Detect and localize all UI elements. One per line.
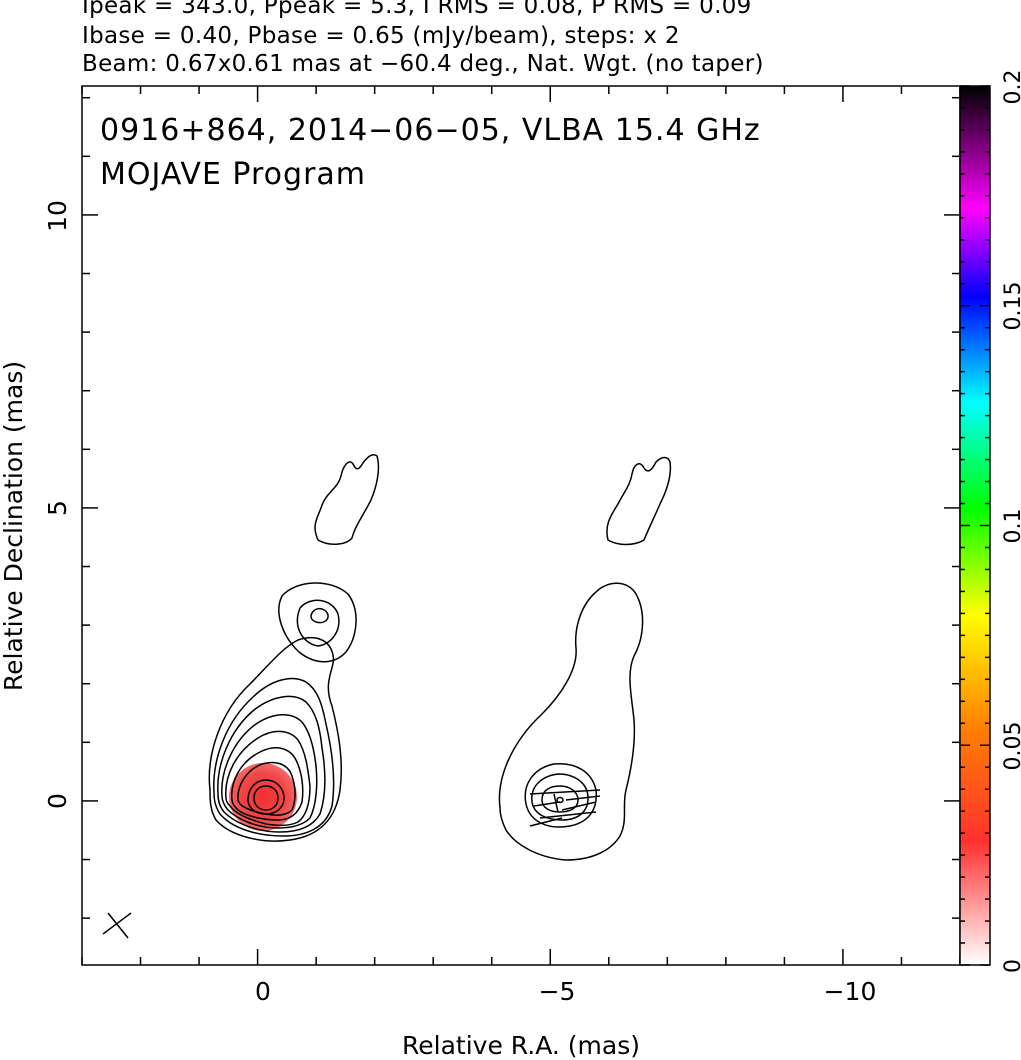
y-axis-label: Relative Declination (mas)	[0, 361, 28, 691]
y-axis-ticks	[82, 96, 960, 919]
chart-subtitle: MOJAVE Program	[100, 157, 366, 192]
beam-symbol	[102, 912, 132, 939]
core-contour-3	[217, 695, 326, 833]
knot2-contour-outer	[278, 582, 357, 663]
colorbar-label-0.05: 0.05	[1001, 722, 1021, 771]
core-contour-9	[253, 785, 279, 811]
pol-outer-contour	[498, 582, 644, 861]
core-contour-7	[237, 761, 296, 816]
polarization-panel	[498, 456, 672, 861]
plot-frame	[81, 85, 961, 966]
core-contour-6	[231, 747, 304, 821]
x-tick-label-minus5: −5	[539, 977, 576, 1006]
jet-knot-contour	[314, 454, 380, 545]
core-contour-1	[208, 636, 343, 842]
pol-contour-4	[541, 785, 579, 813]
y-tick-label-5: 5	[43, 500, 72, 516]
knot2-contour-inner	[310, 607, 329, 624]
colorbar-label-0: 0	[1001, 959, 1021, 973]
knot2-contour-mid	[296, 599, 340, 647]
core-contour-8	[247, 779, 285, 815]
colorbar-ticks	[960, 85, 990, 966]
header-line-2: Ibase = 0.40, Pbase = 0.65 (mJy/beam), s…	[82, 23, 680, 49]
colorbar-label-0.2: 0.2	[1001, 70, 1021, 105]
pol-jet-knot-contour	[606, 456, 672, 546]
header-line-1: Ipeak = 343.0, Ppeak = 5.3, I RMS = 0.08…	[82, 0, 752, 19]
total-intensity-panel	[208, 454, 380, 842]
colorbar-label-0.1: 0.1	[1001, 509, 1021, 544]
core-contour-5	[225, 730, 311, 827]
header-line-3: Beam: 0.67x0.61 mas at −60.4 deg., Nat. …	[82, 51, 764, 77]
chart-title: 0916+864, 2014−06−05, VLBA 15.4 GHz	[100, 113, 761, 148]
x-tick-label-0: 0	[255, 977, 271, 1006]
x-axis-label: Relative R.A. (mas)	[402, 1031, 640, 1060]
y-tick-label-0: 0	[43, 793, 72, 809]
colorbar-label-0.15: 0.15	[1001, 282, 1021, 331]
pol-contour-2	[524, 763, 598, 828]
core-color-blob	[229, 763, 297, 831]
core-contour-4	[221, 714, 318, 829]
core-contour-2	[213, 677, 335, 837]
evpa-vectors	[529, 789, 601, 827]
x-axis-ticks	[81, 86, 961, 965]
x-tick-label-minus10: −10	[824, 977, 877, 1006]
y-tick-label-10: 10	[43, 200, 72, 232]
